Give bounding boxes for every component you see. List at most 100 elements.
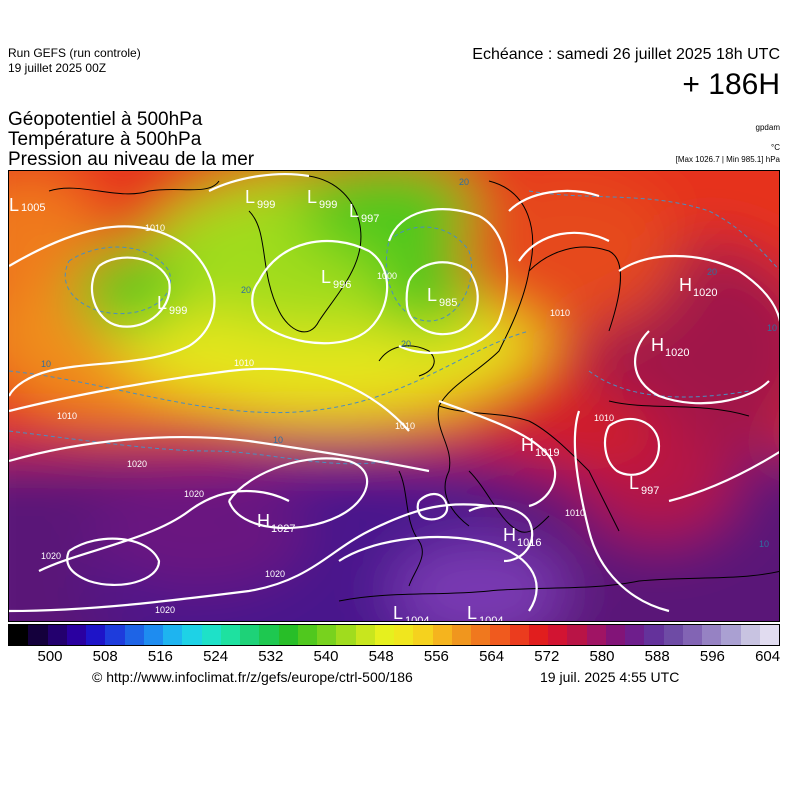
colorbar-swatch	[625, 625, 645, 645]
weather-map-svg: L 1005 L 999 L 999 L 997 L 985 L 996 L 999 H 102…	[9, 171, 779, 622]
colorbar	[8, 624, 780, 646]
temperature-label: 20	[241, 285, 251, 295]
temperature-label: 20	[401, 339, 411, 349]
colorbar-swatch	[163, 625, 183, 645]
colorbar-swatch	[317, 625, 337, 645]
title-geopotential: Géopotentiel à 500hPa	[8, 109, 203, 130]
colorbar-swatch	[702, 625, 722, 645]
center-letter: L	[629, 473, 639, 493]
colorbar-swatch	[413, 625, 433, 645]
colorbar-label: 508	[92, 648, 118, 665]
colorbar-label: 580	[589, 648, 615, 665]
center-high: H 1019	[521, 435, 559, 459]
valid-time: Echéance : samedi 26 juillet 2025 18h UT…	[472, 46, 780, 63]
colorbar-swatch	[124, 625, 144, 645]
weather-map: L 1005 L 999 L 999 L 997 L 985 L 996 L 999 H 102…	[8, 170, 780, 622]
temperature-label: 20	[459, 177, 469, 187]
temperature-label: 10	[759, 539, 769, 549]
colorbar-swatch	[278, 625, 298, 645]
colorbar-swatch	[471, 625, 491, 645]
colorbar-label: 500	[37, 648, 63, 665]
center-low: L 1004	[467, 603, 503, 622]
center-letter: H	[679, 275, 692, 295]
colorbar-label: 556	[423, 648, 449, 665]
temperature-labels: 20 20 20 10 10 10 10 20	[41, 177, 777, 549]
center-value: 999	[257, 199, 275, 211]
center-value: 1020	[665, 347, 689, 359]
title-temperature: Température à 500hPa	[8, 129, 202, 150]
colorbar-label: 572	[534, 648, 560, 665]
isobar-label: 1020	[41, 551, 61, 561]
colorbar-swatch	[721, 625, 741, 645]
colorbar-swatch	[586, 625, 606, 645]
source-url: © http://www.infoclimat.fr/z/gefs/europe…	[92, 669, 413, 685]
colorbar-swatch	[297, 625, 317, 645]
center-letter: L	[393, 603, 403, 622]
center-value: 997	[361, 213, 379, 225]
center-value: 1020	[693, 287, 717, 299]
colorbar-swatch	[432, 625, 452, 645]
center-low: L 999	[157, 293, 187, 317]
colorbar-swatch	[567, 625, 587, 645]
colorbar-swatch	[548, 625, 568, 645]
center-high: H 1016	[503, 525, 541, 549]
colorbar-swatch	[394, 625, 414, 645]
colorbar-swatch	[355, 625, 375, 645]
colorbar-swatch	[663, 625, 683, 645]
center-letter: H	[521, 435, 534, 455]
unit-pressure: [Max 1026.7 | Min 985.1] hPa	[675, 155, 780, 164]
center-value: 1004	[479, 615, 503, 622]
center-letter: H	[503, 525, 516, 545]
center-low: L 997	[349, 201, 379, 225]
run-date: 19 juillet 2025 00Z	[8, 61, 107, 75]
isobar-label: 1020	[155, 605, 175, 615]
colorbar-swatch	[201, 625, 221, 645]
title-pressure: Pression au niveau de la mer	[8, 149, 255, 170]
generated-date: 19 juil. 2025 4:55 UTC	[540, 669, 680, 685]
isobar-label: 1010	[550, 308, 570, 318]
colorbar-swatch	[86, 625, 106, 645]
center-low: L 996	[321, 267, 351, 291]
colorbar-swatch	[240, 625, 260, 645]
colorbar-swatch	[105, 625, 125, 645]
geopotential-field	[9, 171, 779, 621]
center-high: H 1020	[651, 335, 689, 359]
colorbar-label: 588	[644, 648, 670, 665]
colorbar-swatch	[336, 625, 356, 645]
center-value: 1019	[535, 447, 559, 459]
colorbar-label: 532	[258, 648, 284, 665]
colorbar-label: 516	[147, 648, 173, 665]
center-letter: L	[157, 293, 167, 313]
center-letter: L	[9, 195, 19, 215]
center-high: H 1020	[679, 275, 717, 299]
center-value: 1016	[517, 537, 541, 549]
center-value: 1027	[271, 523, 295, 535]
center-low: L 1004	[393, 603, 429, 622]
colorbar-swatch	[47, 625, 67, 645]
center-high: H 1027	[257, 511, 295, 535]
isobar-label: 1020	[184, 489, 204, 499]
run-title: Run GEFS (run controle)	[8, 46, 141, 60]
colorbar-swatch	[759, 625, 779, 645]
isobar-label: 1010	[145, 223, 165, 233]
colorbar-swatch	[143, 625, 163, 645]
center-letter: L	[467, 603, 477, 622]
center-value: 997	[641, 485, 659, 497]
center-letter: L	[427, 285, 437, 305]
colorbar-label: 540	[313, 648, 339, 665]
isobar-label: 1020	[127, 459, 147, 469]
unit-geopotential: gpdam	[755, 123, 780, 132]
isobar-label: 1010	[594, 413, 614, 423]
colorbar-swatch	[451, 625, 471, 645]
center-letter: L	[321, 267, 331, 287]
temperature-label: 20	[707, 267, 717, 277]
center-value: 996	[333, 279, 351, 291]
center-low: L 1005	[9, 195, 45, 215]
center-value: 999	[169, 305, 187, 317]
unit-temperature: °C	[771, 143, 780, 152]
temperature-label: 10	[273, 435, 283, 445]
center-letter: L	[349, 201, 359, 221]
colorbar-label: 548	[368, 648, 394, 665]
colorbar-swatch	[182, 625, 202, 645]
colorbar-swatch	[644, 625, 664, 645]
